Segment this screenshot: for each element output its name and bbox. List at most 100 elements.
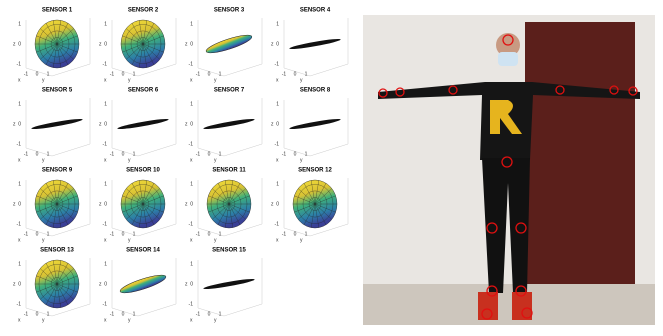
- z-tick-label: -1: [17, 61, 22, 67]
- marker: [628, 86, 638, 96]
- x-tick-label: 0: [36, 231, 39, 237]
- x-tick-label: 1: [47, 231, 50, 237]
- z-tick-label: -1: [275, 221, 280, 227]
- z-axis-label: z: [99, 281, 102, 287]
- axes-box: [111, 98, 177, 157]
- x-tick-label: 0: [208, 231, 211, 237]
- z-axis-label: z: [185, 121, 188, 127]
- z-tick-label: 1: [190, 261, 193, 267]
- panel-title: SENSOR 7: [214, 88, 245, 94]
- mesh-line: [122, 195, 164, 213]
- x-tick-label: 0: [208, 151, 211, 157]
- panel-title: SENSOR 2: [128, 8, 159, 14]
- panel-title: SENSOR 3: [214, 8, 245, 14]
- mesh-ring: [296, 184, 334, 224]
- z-axis-label: z: [185, 281, 188, 287]
- z-tick-label: 1: [104, 21, 107, 27]
- y-axis-label: y: [128, 157, 131, 163]
- x-axis-label: x: [18, 157, 21, 163]
- panel-title: SENSOR 10: [126, 168, 160, 174]
- axes-box: [25, 18, 91, 77]
- mesh-ring: [308, 197, 322, 211]
- z-tick-label: 1: [18, 181, 21, 187]
- x-axis-label: x: [190, 237, 193, 243]
- x-tick-label: 0: [122, 71, 125, 77]
- y-axis-label: y: [42, 157, 45, 163]
- x-tick-label: -1: [196, 311, 201, 317]
- marker: [515, 285, 527, 297]
- x-axis-label: x: [190, 77, 193, 83]
- z-axis-label: z: [99, 41, 102, 47]
- panel-title: SENSOR 6: [128, 88, 159, 94]
- x-tick-label: -1: [110, 151, 115, 157]
- z-tick-label: 1: [190, 181, 193, 187]
- mesh-ring: [222, 197, 236, 211]
- x-tick-label: 0: [208, 311, 211, 317]
- x-tick-label: -1: [24, 151, 29, 157]
- z-tick-label: 1: [104, 181, 107, 187]
- z-axis-label: z: [271, 41, 274, 47]
- y-axis-label: y: [42, 317, 45, 323]
- z-axis-label: z: [13, 121, 16, 127]
- x-axis-label: x: [18, 77, 21, 83]
- x-axis-label: x: [276, 77, 279, 83]
- axes-box: [111, 258, 177, 317]
- mesh-line: [122, 35, 164, 53]
- x-tick-label: 1: [47, 311, 50, 317]
- x-tick-label: 0: [36, 151, 39, 157]
- axes-box: [197, 258, 263, 317]
- x-tick-label: -1: [24, 71, 29, 77]
- z-tick-label: 0: [104, 201, 107, 207]
- axes-box: [25, 258, 91, 317]
- axes-box: [25, 98, 91, 157]
- y-axis-label: y: [42, 237, 45, 243]
- x-axis-label: x: [104, 237, 107, 243]
- x-tick-label: 0: [36, 71, 39, 77]
- x-tick-label: -1: [282, 231, 287, 237]
- x-tick-label: 1: [219, 311, 222, 317]
- axes-box: [283, 18, 349, 77]
- z-tick-label: -1: [189, 61, 194, 67]
- mesh-ring: [302, 190, 328, 218]
- x-axis-label: x: [276, 237, 279, 243]
- z-tick-label: 0: [104, 281, 107, 287]
- y-axis-label: y: [214, 157, 217, 163]
- left-shoe: [478, 292, 498, 320]
- marker: [521, 307, 533, 319]
- marker: [501, 156, 513, 168]
- z-axis-label: z: [13, 281, 16, 287]
- z-tick-label: 0: [190, 201, 193, 207]
- x-tick-label: 0: [294, 71, 297, 77]
- marker: [555, 85, 565, 95]
- z-tick-label: 0: [276, 121, 279, 127]
- mesh-ring: [44, 190, 70, 218]
- floor: [363, 284, 655, 325]
- mesh-ring: [136, 37, 150, 51]
- marker: [486, 222, 498, 234]
- legs: [482, 158, 530, 293]
- mask: [498, 52, 518, 66]
- mesh-ring: [38, 24, 76, 64]
- ellipsoid: [117, 118, 169, 130]
- ellipsoid: [203, 278, 255, 290]
- z-tick-label: 0: [190, 121, 193, 127]
- z-tick-label: 1: [190, 21, 193, 27]
- axes-box: [111, 178, 177, 237]
- z-tick-label: 0: [18, 201, 21, 207]
- panel-title: SENSOR 8: [300, 88, 331, 94]
- z-tick-label: -1: [275, 61, 280, 67]
- marker: [502, 34, 514, 46]
- panel-title: SENSOR 14: [126, 248, 160, 254]
- marker: [378, 88, 388, 98]
- z-tick-label: -1: [17, 141, 22, 147]
- mesh-line: [36, 275, 78, 293]
- z-tick-label: 0: [18, 281, 21, 287]
- mesh-ring: [50, 197, 64, 211]
- z-tick-label: 1: [276, 101, 279, 107]
- mesh-ring: [124, 24, 162, 64]
- mesh-ring: [38, 184, 76, 224]
- ellipsoid: [203, 118, 255, 130]
- z-axis-label: z: [99, 201, 102, 207]
- door: [525, 22, 635, 284]
